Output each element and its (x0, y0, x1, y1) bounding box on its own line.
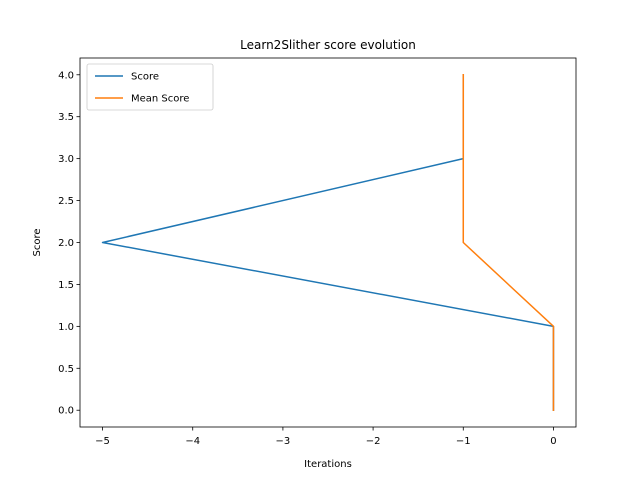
y-tick-label: 2.5 (58, 196, 74, 207)
y-tick-label: 0.5 (58, 364, 74, 375)
x-axis-label: Iterations (304, 459, 352, 470)
x-tick-label: −3 (276, 436, 291, 447)
y-tick-label: 1.5 (58, 280, 74, 291)
x-tick-label: −1 (456, 436, 471, 447)
series-layer (101, 74, 555, 411)
chart-title: Learn2Slither score evolution (240, 38, 416, 52)
y-tick-label: 3.5 (58, 112, 74, 123)
legend-label: Mean Score (131, 94, 189, 105)
x-tick-label: 0 (550, 436, 556, 447)
y-tick-label: 3.0 (58, 154, 74, 165)
legend-items: Score Mean Score (95, 72, 189, 105)
series-line-mean-score (462, 74, 555, 411)
y-axis-ticks: 0.0 0.5 1.0 1.5 2.0 2.5 3.0 3.5 4.0 (58, 70, 80, 417)
y-tick-label: 0.0 (58, 406, 74, 417)
y-tick-label: 2.0 (58, 238, 74, 249)
x-tick-label: −4 (185, 436, 200, 447)
x-tick-label: −5 (95, 436, 110, 447)
legend: Score Mean Score (86, 63, 214, 111)
y-tick-label: 4.0 (58, 70, 74, 81)
y-tick-label: 1.0 (58, 322, 74, 333)
y-axis-label: Score (32, 228, 43, 256)
legend-label: Score (131, 72, 159, 83)
x-axis-ticks: −5 −4 −3 −2 −1 0 (95, 427, 557, 447)
x-tick-label: −2 (366, 436, 381, 447)
